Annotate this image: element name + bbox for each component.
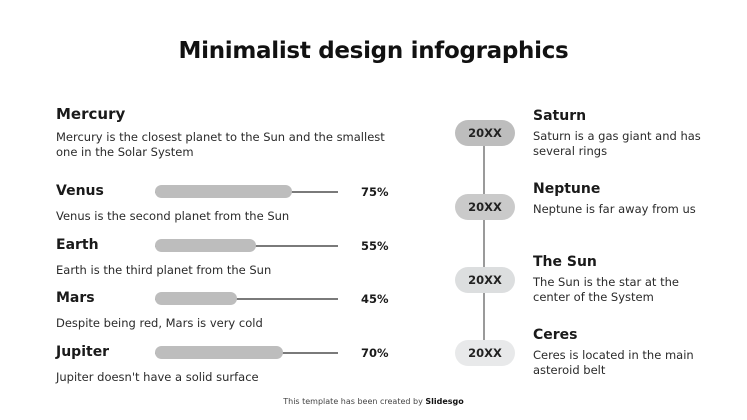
timeline-item-the-sun: The Sun The Sun is the star at the cente… (533, 254, 713, 305)
progress-description: Venus is the second planet from the Sun (56, 209, 290, 223)
timeline-item-title: Saturn (533, 108, 587, 124)
timeline-year-badge: 20XX (455, 120, 515, 146)
progress-percent: 75% (361, 185, 389, 199)
intro-heading: Mercury (56, 105, 126, 123)
progress-row-jupiter: Jupiter 70% Jupiter doesn't have a solid… (56, 344, 396, 394)
progress-row-earth: Earth 55% Earth is the third planet from… (56, 237, 396, 287)
progress-fill (155, 239, 256, 252)
progress-row-venus: Venus 75% Venus is the second planet fro… (56, 183, 396, 233)
progress-description: Jupiter doesn't have a solid surface (56, 370, 259, 384)
timeline-item-title: The Sun (533, 254, 597, 270)
progress-fill (155, 185, 293, 198)
timeline-item-title: Ceres (533, 327, 578, 343)
footer-credit: This template has been created by Slides… (0, 397, 747, 406)
progress-fill (155, 292, 238, 305)
progress-fill (155, 346, 284, 359)
progress-label: Mars (56, 290, 95, 306)
timeline-item-neptune: Neptune Neptune is far away from us (533, 181, 713, 217)
footer-brand: Slidesgo (425, 397, 464, 406)
timeline-line (483, 145, 485, 341)
progress-percent: 45% (361, 292, 389, 306)
timeline-item-description: Ceres is located in the main asteroid be… (533, 348, 694, 377)
progress-row-mars: Mars 45% Despite being red, Mars is very… (56, 290, 396, 340)
footer-text: This template has been created by (283, 397, 426, 406)
page-title: Minimalist design infographics (178, 38, 569, 64)
progress-label: Jupiter (56, 344, 110, 360)
progress-description: Earth is the third planet from the Sun (56, 263, 272, 277)
progress-description: Despite being red, Mars is very cold (56, 316, 263, 330)
progress-label: Earth (56, 237, 99, 253)
timeline-year-badge: 20XX (455, 267, 515, 293)
progress-percent: 55% (361, 239, 389, 253)
progress-track (155, 298, 338, 300)
timeline-item-saturn: Saturn Saturn is a gas giant and has sev… (533, 108, 713, 159)
intro-description: Mercury is the closest planet to the Sun… (56, 130, 385, 159)
timeline-year-badge: 20XX (455, 340, 515, 366)
timeline-item-description: Neptune is far away from us (533, 202, 696, 216)
timeline-item-description: Saturn is a gas giant and has several ri… (533, 129, 701, 158)
timeline-year-badge: 20XX (455, 194, 515, 220)
progress-percent: 70% (361, 346, 389, 360)
timeline-item-ceres: Ceres Ceres is located in the main aster… (533, 327, 713, 378)
progress-label: Venus (56, 183, 104, 199)
timeline-item-description: The Sun is the star at the center of the… (533, 275, 679, 304)
timeline-item-title: Neptune (533, 181, 601, 197)
